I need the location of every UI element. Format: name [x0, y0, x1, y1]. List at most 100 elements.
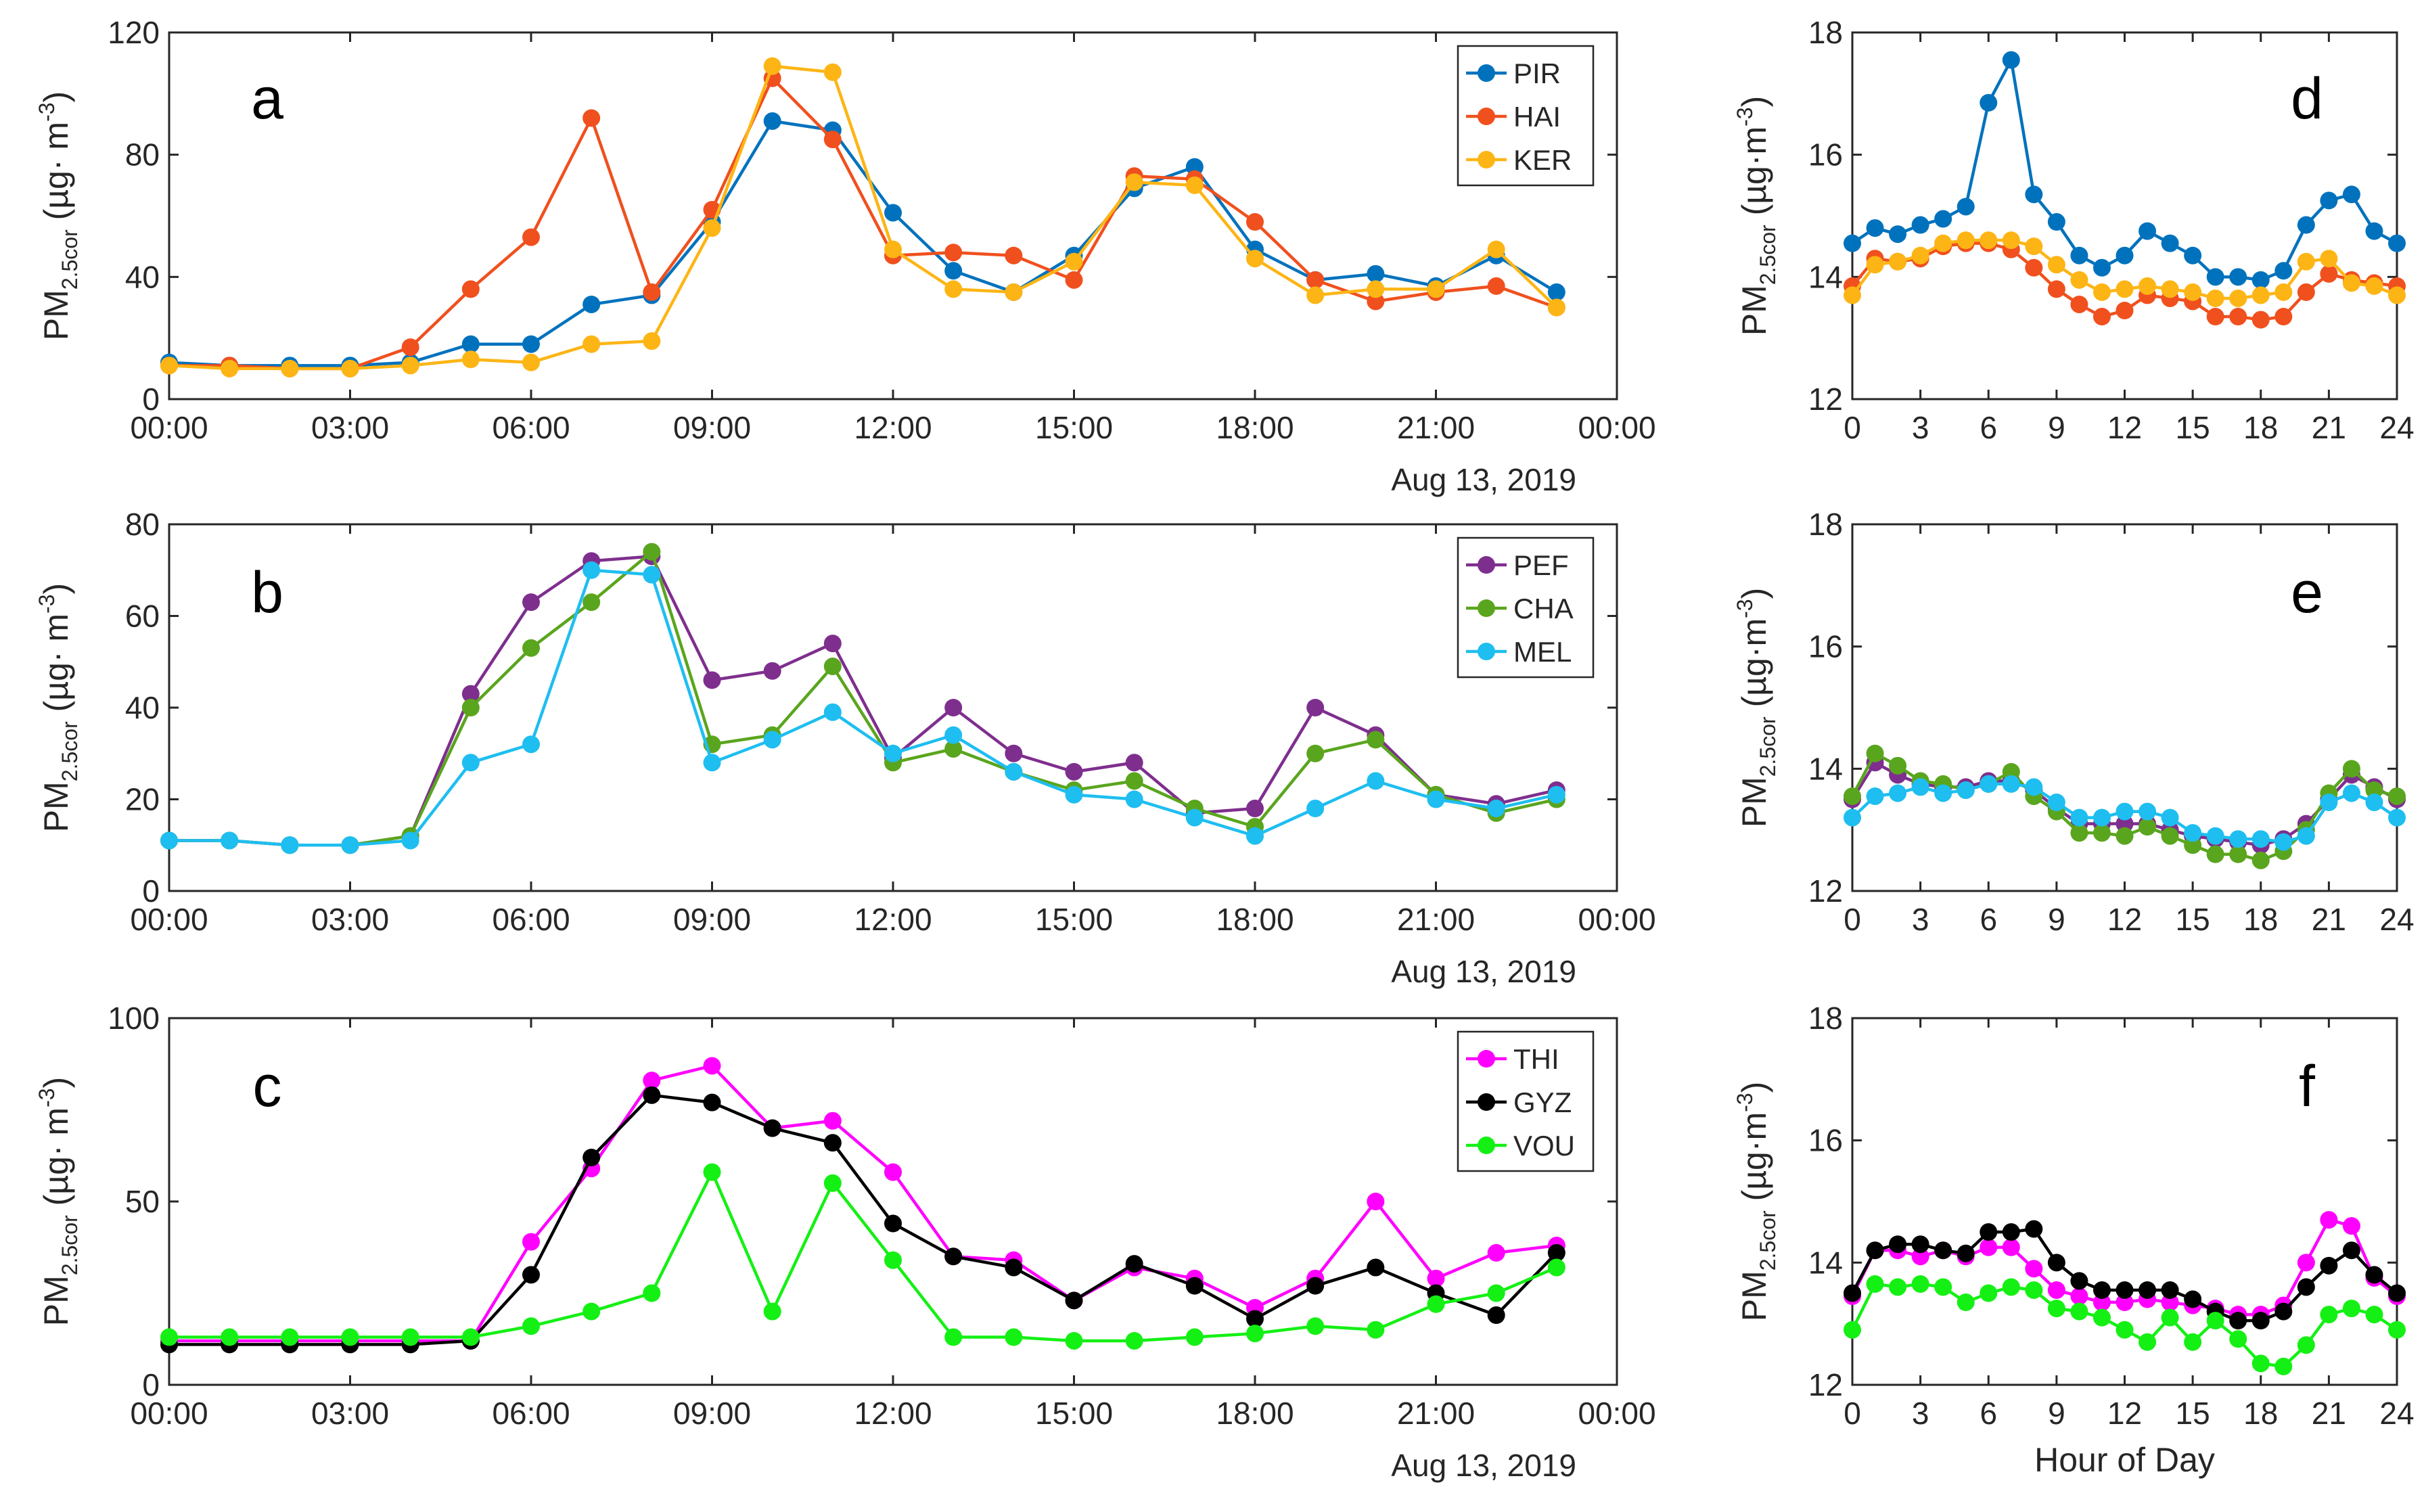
data-point [703, 671, 721, 689]
data-point [2184, 246, 2202, 265]
data-point [341, 1328, 359, 1346]
data-point [2161, 280, 2179, 298]
data-point [2184, 836, 2202, 854]
panel-b: 00:00 03:00 06:00 09:00 12:00 15:00 18:00 21:00… [35, 507, 1656, 989]
y-tick-label: 16 [1808, 137, 1843, 173]
data-point [2002, 231, 2020, 250]
data-point [2320, 1256, 2338, 1275]
x-tick-label: 21:00 [1397, 902, 1475, 937]
data-point [2093, 1293, 2111, 1312]
legend-label: THI [1513, 1043, 1559, 1075]
data-point [2161, 1281, 2179, 1299]
data-point [643, 1284, 661, 1302]
data-point [401, 831, 419, 850]
data-point [2229, 308, 2247, 326]
data-point [2002, 1278, 2020, 1296]
data-point [2342, 274, 2360, 292]
data-point [522, 335, 540, 353]
data-point [2365, 222, 2383, 240]
data-point [1005, 246, 1023, 265]
data-point [2251, 271, 2270, 289]
legend-marker [1478, 151, 1495, 168]
data-point [2093, 1308, 2111, 1327]
data-point [1367, 772, 1385, 790]
data-point [2206, 289, 2224, 307]
data-point [2365, 1266, 2383, 1284]
data-point [281, 359, 299, 377]
data-point [1980, 1284, 1998, 1302]
x-tick-label: 06:00 [492, 1396, 570, 1431]
data-point [643, 1072, 661, 1090]
x-tick-label: 21 [2312, 1396, 2346, 1431]
data-point [2229, 1330, 2247, 1348]
data-point [2251, 830, 2270, 848]
data-point [1487, 277, 1505, 295]
data-point [341, 836, 359, 854]
data-point [1980, 93, 1998, 112]
data-point [160, 831, 178, 850]
x-tick-label: 0 [1844, 1396, 1861, 1431]
data-point [1911, 1275, 1929, 1293]
data-point [2388, 808, 2406, 827]
x-tick-label: 12 [2107, 902, 2142, 937]
data-point [2070, 295, 2088, 313]
data-point [1911, 1235, 1929, 1254]
x-tick-label: 9 [2048, 902, 2065, 937]
data-point [1185, 176, 1204, 194]
data-point [1980, 775, 1998, 793]
legend-label: KER [1513, 144, 1572, 176]
data-point [2116, 302, 2134, 320]
legend-label: CHA [1513, 593, 1574, 624]
data-point [1957, 231, 1975, 250]
data-point [461, 1328, 480, 1346]
legend-label: HAI [1513, 101, 1561, 133]
y-tick-label: 12 [1808, 382, 1843, 417]
data-point [1980, 1223, 1998, 1241]
data-point [2025, 778, 2043, 796]
data-point [1957, 1244, 1975, 1262]
data-point [2251, 286, 2270, 304]
x-tick-label: 06:00 [492, 902, 570, 937]
data-point [1866, 787, 1884, 805]
data-point [1246, 800, 1264, 818]
data-point [2002, 51, 2020, 69]
data-point [2025, 1281, 2043, 1299]
data-point [1306, 1277, 1325, 1295]
data-point [2002, 1238, 2020, 1256]
y-axis-label: PM2.5cor (µg·m-3) [1733, 1082, 1780, 1322]
data-point [1246, 827, 1264, 845]
data-point [703, 1057, 721, 1075]
data-point [2297, 283, 2315, 301]
y-tick-label: 14 [1808, 751, 1843, 786]
data-point [2229, 845, 2247, 863]
data-point [2139, 802, 2157, 821]
data-point [703, 754, 721, 772]
data-point [884, 204, 902, 222]
x-tick-label: 00:00 [130, 410, 208, 445]
data-point [1957, 781, 1975, 799]
data-point [1866, 744, 1884, 762]
data-point [2184, 824, 2202, 842]
data-point [2047, 213, 2065, 231]
series-line [169, 1170, 1557, 1343]
y-axis-label: PM2.5cor (µg·m-3) [1733, 588, 1780, 828]
data-point [1934, 234, 1952, 252]
legend-marker [1478, 1137, 1495, 1154]
data-point [1427, 1295, 1445, 1313]
data-point [2274, 262, 2293, 280]
data-point [2274, 283, 2293, 301]
data-point [2093, 258, 2111, 277]
data-point [884, 1163, 902, 1181]
data-point [1367, 1258, 1385, 1277]
panel-label-f: f [2299, 1054, 2316, 1119]
x-tick-label: 3 [1912, 1396, 1929, 1431]
data-point [1427, 280, 1445, 298]
series-line [169, 555, 1557, 847]
data-point [221, 1328, 239, 1346]
data-point [1065, 762, 1083, 781]
date-label: Aug 13, 2019 [1391, 1448, 1576, 1483]
x-tick-label: 18 [2243, 902, 2278, 937]
data-point [2365, 1306, 2383, 1324]
data-point [582, 335, 601, 353]
